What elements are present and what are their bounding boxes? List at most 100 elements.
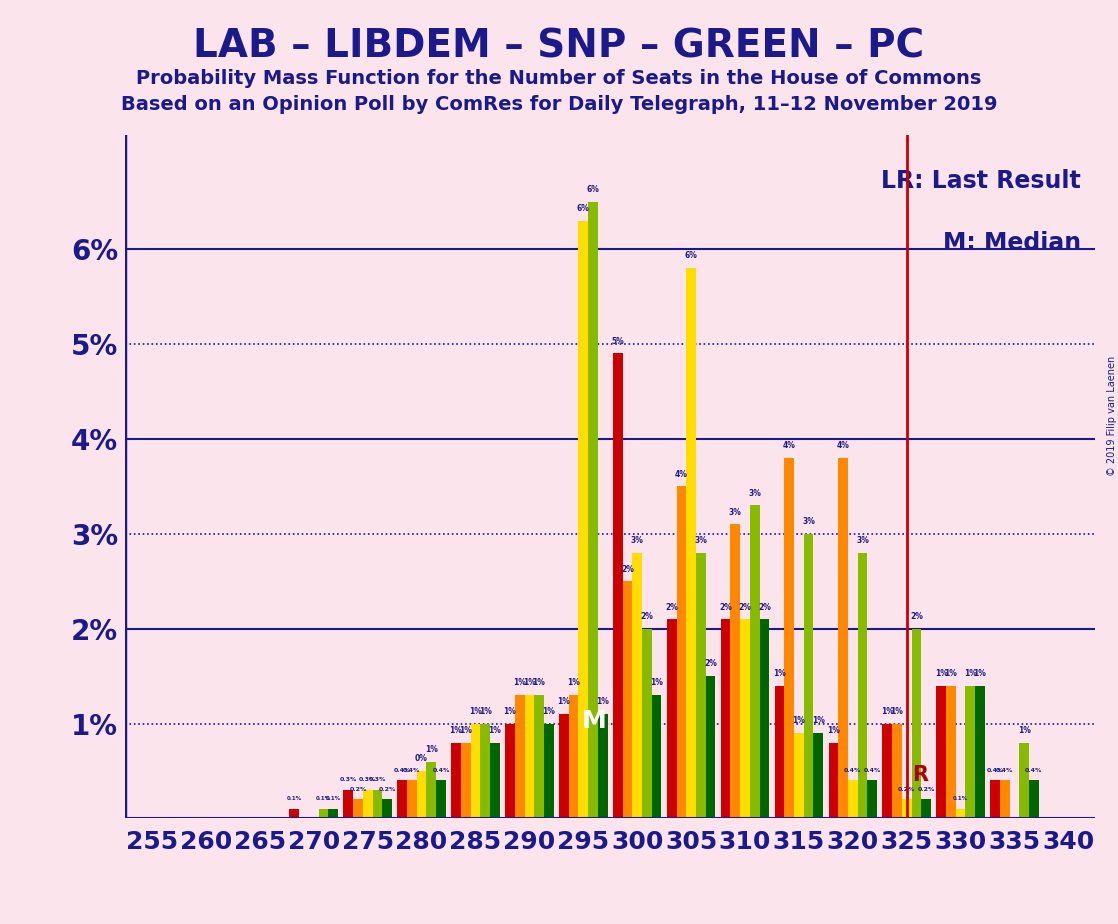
Text: 0.3%: 0.3%	[369, 777, 386, 783]
Bar	[868, 781, 877, 819]
Bar	[911, 628, 921, 819]
Text: R: R	[911, 765, 928, 785]
Text: 0.2%: 0.2%	[378, 787, 396, 792]
Bar	[804, 534, 814, 819]
Text: 1%: 1%	[1017, 726, 1031, 735]
Text: 1%: 1%	[935, 669, 948, 678]
Bar	[721, 619, 730, 819]
Bar	[578, 221, 588, 819]
Text: 1%: 1%	[827, 726, 840, 735]
Text: 0.1%: 0.1%	[287, 796, 302, 801]
Bar	[417, 771, 426, 819]
Text: Probability Mass Function for the Number of Seats in the House of Commons: Probability Mass Function for the Number…	[136, 69, 982, 89]
Text: 1%: 1%	[425, 745, 438, 754]
Text: 2%: 2%	[641, 612, 653, 621]
Bar	[481, 723, 490, 819]
Text: 1%: 1%	[558, 698, 570, 707]
Bar	[652, 695, 662, 819]
Text: © 2019 Filip van Laenen: © 2019 Filip van Laenen	[1108, 356, 1117, 476]
Text: 3%: 3%	[856, 536, 869, 545]
Bar	[740, 619, 750, 819]
Text: 0.1%: 0.1%	[953, 796, 968, 801]
Bar	[623, 581, 633, 819]
Text: 1%: 1%	[881, 707, 893, 716]
Text: 1%: 1%	[773, 669, 786, 678]
Text: 1%: 1%	[479, 707, 492, 716]
Text: 1%: 1%	[523, 678, 536, 687]
Text: 1%: 1%	[567, 678, 580, 687]
Bar	[882, 723, 892, 819]
Bar	[858, 553, 868, 819]
Bar	[329, 808, 338, 819]
Bar	[750, 505, 759, 819]
Bar	[343, 790, 353, 819]
Bar	[1020, 743, 1029, 819]
Text: 6%: 6%	[684, 251, 698, 261]
Bar	[461, 743, 471, 819]
Text: 1%: 1%	[974, 669, 986, 678]
Text: 4%: 4%	[783, 442, 796, 450]
Text: 1%: 1%	[964, 669, 977, 678]
Bar	[946, 686, 956, 819]
Text: 2%: 2%	[719, 602, 732, 612]
Bar	[642, 628, 652, 819]
Bar	[372, 790, 382, 819]
Bar	[613, 353, 623, 819]
Text: 1%: 1%	[513, 678, 527, 687]
Text: 1%: 1%	[542, 707, 556, 716]
Text: 0.4%: 0.4%	[986, 768, 1004, 772]
Text: Based on an Opinion Poll by ComRes for Daily Telegraph, 11–12 November 2019: Based on an Opinion Poll by ComRes for D…	[121, 95, 997, 115]
Bar	[319, 808, 329, 819]
Text: 5%: 5%	[612, 337, 624, 346]
Bar	[921, 799, 931, 819]
Text: 3%: 3%	[729, 507, 741, 517]
Text: M: M	[581, 709, 606, 733]
Bar	[705, 676, 716, 819]
Text: 0.4%: 0.4%	[394, 768, 410, 772]
Text: 0.2%: 0.2%	[349, 787, 367, 792]
Text: 1%: 1%	[812, 716, 825, 725]
Bar	[534, 695, 544, 819]
Bar	[999, 781, 1010, 819]
Bar	[436, 781, 446, 819]
Bar	[814, 733, 823, 819]
Text: 1%: 1%	[503, 707, 517, 716]
Text: 2%: 2%	[665, 602, 679, 612]
Text: 1%: 1%	[793, 716, 805, 725]
Text: 0.4%: 0.4%	[1025, 768, 1043, 772]
Text: 0.4%: 0.4%	[844, 768, 862, 772]
Bar	[966, 686, 975, 819]
Text: 1%: 1%	[891, 707, 903, 716]
Text: 4%: 4%	[675, 469, 688, 479]
Bar	[290, 808, 300, 819]
Text: LR: Last Result: LR: Last Result	[881, 169, 1081, 193]
Bar	[785, 457, 794, 819]
Bar	[544, 723, 553, 819]
Text: LAB – LIBDEM – SNP – GREEN – PC: LAB – LIBDEM – SNP – GREEN – PC	[193, 28, 925, 66]
Bar	[559, 714, 569, 819]
Bar	[598, 714, 607, 819]
Bar	[892, 723, 902, 819]
Text: 2%: 2%	[758, 602, 770, 612]
Bar	[1029, 781, 1039, 819]
Text: 0.4%: 0.4%	[433, 768, 449, 772]
Text: 6%: 6%	[587, 185, 599, 194]
Text: 1%: 1%	[945, 669, 957, 678]
Bar	[991, 781, 999, 819]
Text: 0.4%: 0.4%	[404, 768, 420, 772]
Bar	[353, 799, 363, 819]
Text: 0.1%: 0.1%	[316, 796, 331, 801]
Bar	[695, 553, 705, 819]
Bar	[759, 619, 769, 819]
Bar	[569, 695, 578, 819]
Bar	[676, 486, 686, 819]
Bar	[686, 268, 695, 819]
Bar	[975, 686, 985, 819]
Bar	[382, 799, 392, 819]
Bar	[490, 743, 500, 819]
Text: 1%: 1%	[651, 678, 663, 687]
Text: 0.2%: 0.2%	[918, 787, 935, 792]
Bar	[794, 733, 804, 819]
Bar	[588, 201, 598, 819]
Bar	[426, 761, 436, 819]
